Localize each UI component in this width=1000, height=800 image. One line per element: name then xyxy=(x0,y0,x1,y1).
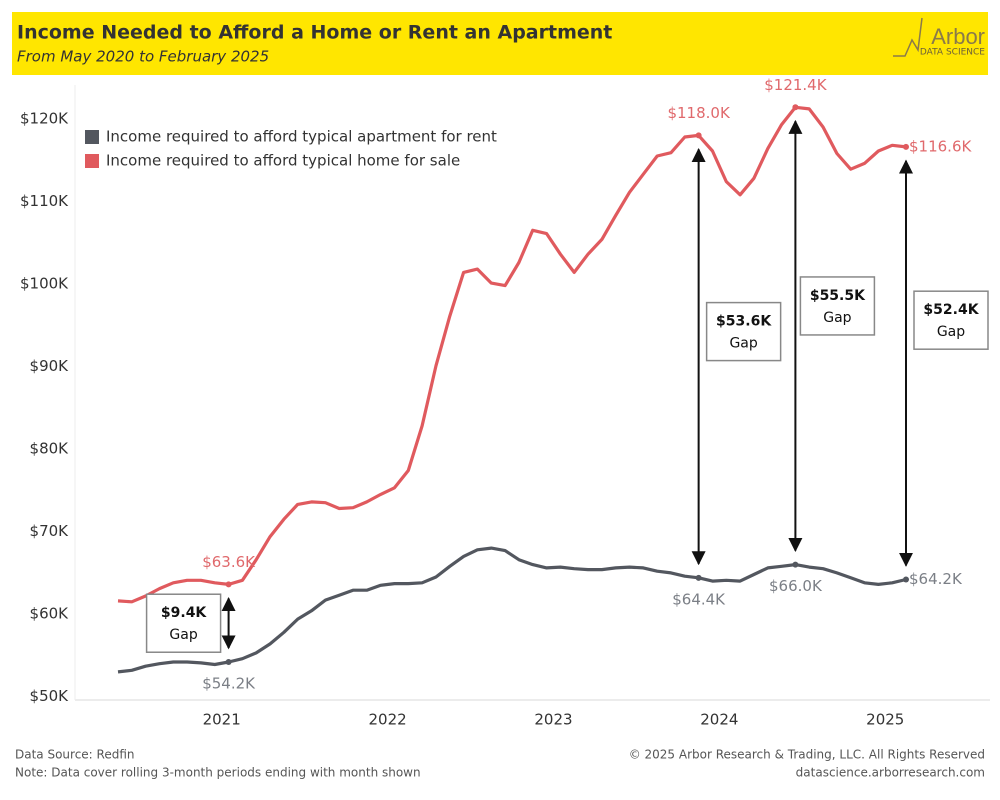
gap-word: Gap xyxy=(169,627,197,643)
legend-label: Income required to afford typical apartm… xyxy=(106,128,497,146)
data-label: $118.0K xyxy=(667,104,730,122)
point-marker xyxy=(792,104,799,111)
point-marker xyxy=(225,659,232,666)
y-tick-label: $110K xyxy=(20,192,69,210)
chart-subtitle: From May 2020 to February 2025 xyxy=(17,48,269,66)
logo-mark xyxy=(893,17,923,57)
source-note: Data Source: Redfin xyxy=(15,748,135,762)
gap-box xyxy=(799,276,876,336)
data-label: $116.6K xyxy=(909,137,972,155)
gap-word: Gap xyxy=(937,324,965,340)
gap-amount: $55.5K xyxy=(810,288,866,304)
chart-title: Income Needed to Afford a Home or Rent a… xyxy=(17,22,612,44)
x-tick-label: 2024 xyxy=(700,711,738,729)
y-tick-label: $60K xyxy=(30,605,70,623)
y-tick-label: $120K xyxy=(20,109,69,127)
data-label: $63.6K xyxy=(202,553,256,571)
point-marker xyxy=(225,581,232,588)
data-label: $64.2K xyxy=(909,570,963,588)
gap-amount: $52.4K xyxy=(923,302,979,318)
y-tick-label: $80K xyxy=(30,440,70,458)
gap-word: Gap xyxy=(823,310,851,326)
website: datascience.arborresearch.com xyxy=(796,766,985,780)
point-marker xyxy=(792,561,799,568)
logo-subtext: DATA SCIENCE xyxy=(920,48,985,58)
gap-box xyxy=(913,290,989,350)
logo-text: Arbor xyxy=(931,24,985,49)
series-line xyxy=(117,546,907,674)
x-tick-label: 2022 xyxy=(368,711,406,729)
gap-box xyxy=(145,593,222,653)
gap-amount: $53.6K xyxy=(716,314,772,330)
y-tick-label: $50K xyxy=(30,687,70,705)
header-band xyxy=(12,12,988,75)
data-label: $66.0K xyxy=(769,577,823,595)
point-marker xyxy=(903,576,909,583)
x-tick-label: 2025 xyxy=(866,711,904,729)
data-label: $121.4K xyxy=(764,76,827,94)
legend-label: Income required to afford typical home f… xyxy=(106,152,460,170)
gap-word: Gap xyxy=(729,336,757,352)
y-tick-label: $90K xyxy=(30,357,70,375)
legend-swatch xyxy=(85,130,99,144)
y-tick-label: $70K xyxy=(30,522,70,540)
x-tick-label: 2023 xyxy=(534,711,572,729)
series-line xyxy=(117,105,907,604)
y-tick-label: $100K xyxy=(20,274,69,292)
point-marker xyxy=(695,132,702,139)
gap-amount: $9.4K xyxy=(161,605,208,621)
footnote: Note: Data cover rolling 3-month periods… xyxy=(15,766,421,780)
x-tick-label: 2021 xyxy=(203,711,241,729)
legend-swatch xyxy=(85,154,99,168)
point-marker xyxy=(903,143,909,150)
data-label: $64.4K xyxy=(672,590,726,608)
copyright: © 2025 Arbor Research & Trading, LLC. Al… xyxy=(629,748,985,762)
point-marker xyxy=(695,574,702,581)
gap-box xyxy=(705,301,782,362)
data-label: $54.2K xyxy=(202,675,256,693)
